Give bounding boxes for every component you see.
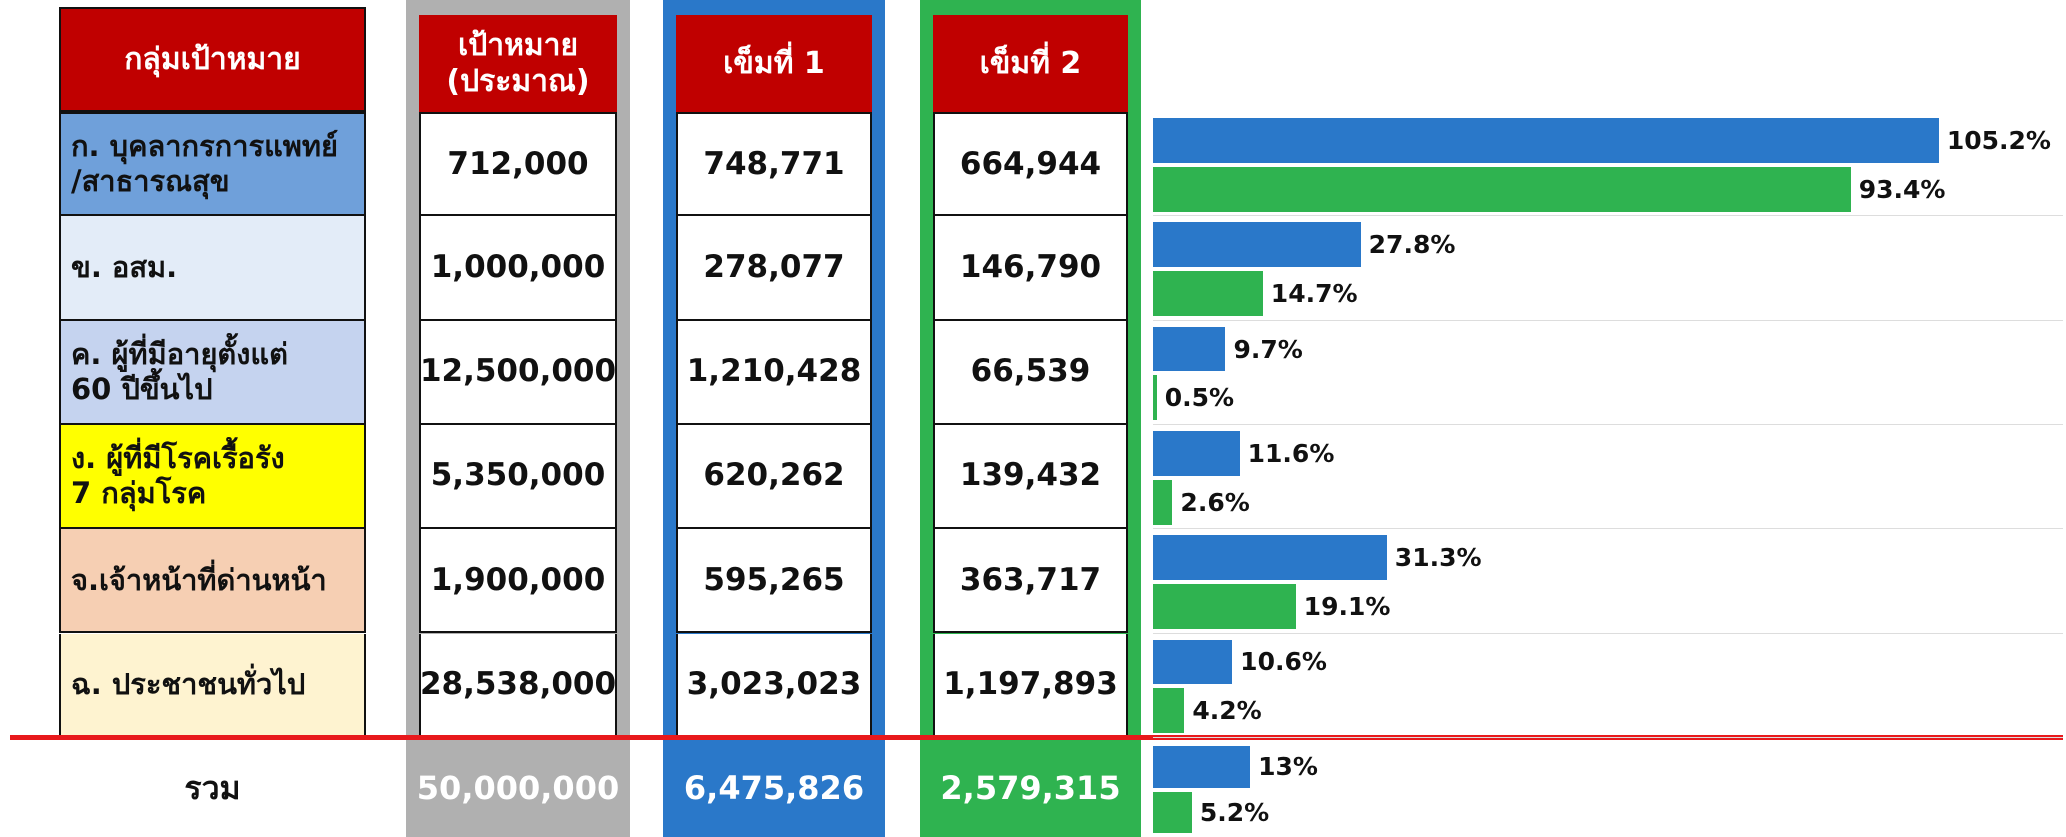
total-cell: รวม <box>184 769 241 808</box>
number-cell: 3,023,023 <box>676 633 872 738</box>
bar <box>1153 791 1192 834</box>
group-cell: ฉ. ประชาชนทั่วไป <box>59 633 366 738</box>
value-label: 13% <box>1258 752 1318 782</box>
bar <box>1153 430 1240 476</box>
header-cell: เข็มที่ 1 <box>676 15 872 112</box>
bar <box>1153 746 1251 788</box>
row-divider <box>1153 423 2063 425</box>
header-cell: เป้าหมาย (ประมาณ) <box>419 15 617 112</box>
number-cell: 28,538,000 <box>419 633 617 738</box>
value-label: 9.7% <box>1233 334 1303 364</box>
number-cell: 66,539 <box>933 320 1128 425</box>
row-divider <box>1153 736 2063 738</box>
value-label: 14.7% <box>1270 279 1358 309</box>
bar <box>1153 326 1226 372</box>
value-label: 27.8% <box>1368 230 1456 260</box>
value-label: 4.2% <box>1192 696 1262 726</box>
number-cell: 1,000,000 <box>419 216 617 321</box>
total-cell: 6,475,826 <box>676 740 872 837</box>
bar <box>1153 375 1157 421</box>
header-cell: กลุ่มเป้าหมาย <box>59 7 366 112</box>
bar <box>1153 535 1387 581</box>
number-cell: 1,210,428 <box>676 320 872 425</box>
row-divider <box>1153 319 2063 321</box>
number-cell: 5,350,000 <box>419 424 617 530</box>
bar <box>1153 271 1263 316</box>
value-label: 5.2% <box>1199 798 1270 828</box>
number-cell: 712,000 <box>419 112 617 217</box>
number-cell: 363,717 <box>933 529 1128 634</box>
number-cell: 620,262 <box>676 424 872 530</box>
number-cell: 1,197,893 <box>933 633 1128 738</box>
bar <box>1153 166 1851 212</box>
group-cell: ค. ผู้ที่มีอายุตั้งแต่ 60 ปีขึ้นไป <box>59 320 366 425</box>
header-cell: เข็มที่ 2 <box>933 15 1128 112</box>
number-cell: 664,944 <box>933 112 1128 217</box>
value-label: 31.3% <box>1394 543 1482 573</box>
value-label: 0.5% <box>1164 383 1235 413</box>
value-label: 105.2% <box>1946 125 2051 155</box>
bar <box>1153 639 1233 685</box>
separator-line <box>10 735 2063 740</box>
bar <box>1153 584 1296 629</box>
bar <box>1153 688 1185 734</box>
value-label: 11.6% <box>1247 438 1335 468</box>
number-cell: 12,500,000 <box>419 320 617 425</box>
bar <box>1153 479 1173 525</box>
group-cell: ข. อสม. <box>59 216 366 321</box>
group-cell: ก. บุคลากรการแพทย์ /สาธารณสุข <box>59 112 366 217</box>
number-cell: 146,790 <box>933 216 1128 321</box>
bar <box>1153 118 1939 163</box>
bar <box>1153 222 1361 268</box>
row-divider <box>1153 632 2063 634</box>
number-cell: 278,077 <box>676 216 872 321</box>
number-cell: 139,432 <box>933 424 1128 530</box>
row-divider <box>1153 215 2063 217</box>
total-cell: 50,000,000 <box>417 740 619 837</box>
group-cell: ง. ผู้ที่มีโรคเรื้อรัง 7 กลุ่มโรค <box>59 424 366 530</box>
value-label: 93.4% <box>1858 174 1946 204</box>
group-cell: จ.เจ้าหน้าที่ด่านหน้า <box>59 529 366 634</box>
number-cell: 748,771 <box>676 112 872 217</box>
number-cell: 1,900,000 <box>419 529 617 634</box>
row-divider <box>1153 528 2063 530</box>
number-cell: 595,265 <box>676 529 872 634</box>
total-cell: 2,579,315 <box>933 740 1128 837</box>
value-label: 2.6% <box>1180 487 1250 517</box>
value-label: 19.1% <box>1303 591 1391 621</box>
value-label: 10.6% <box>1240 647 1327 677</box>
